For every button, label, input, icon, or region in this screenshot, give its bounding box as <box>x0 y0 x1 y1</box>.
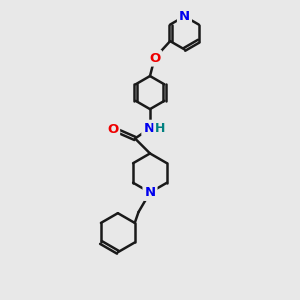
Text: N: N <box>143 122 155 135</box>
Text: O: O <box>149 52 160 64</box>
Text: H: H <box>155 122 166 135</box>
Text: O: O <box>107 123 118 136</box>
Text: N: N <box>179 10 190 23</box>
Text: N: N <box>144 186 156 199</box>
